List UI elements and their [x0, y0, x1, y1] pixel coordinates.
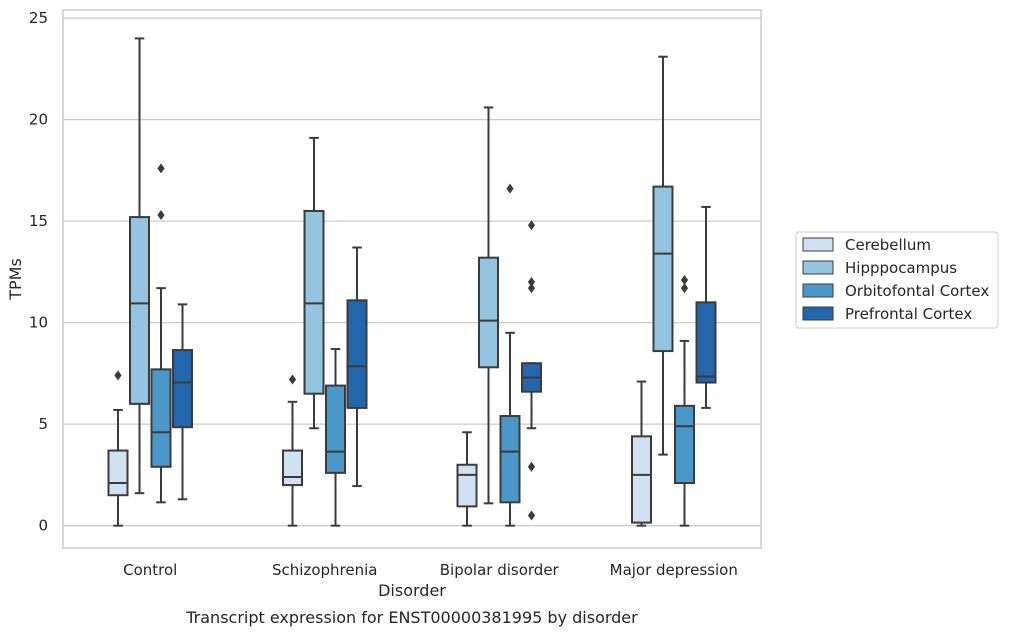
- box-iqr: [172, 349, 193, 429]
- box-1-0: [129, 37, 150, 495]
- box-0-2: [456, 431, 478, 527]
- box-0-3: [631, 380, 652, 527]
- outlier-point: [527, 220, 536, 231]
- y-tick-label-25: 25: [29, 9, 48, 27]
- outlier-point: [680, 275, 689, 286]
- box-2-0: [150, 163, 172, 504]
- y-axis-label: TPMs: [6, 258, 25, 301]
- outlier-point: [527, 277, 536, 288]
- legend-swatch-0: [802, 237, 834, 252]
- box-iqr: [346, 299, 368, 409]
- box-iqr: [631, 435, 652, 524]
- outlier-point: [680, 283, 689, 294]
- x-tick-label-major-depression: Major depression: [610, 561, 738, 579]
- legend-label-0: Cerebellum: [845, 236, 931, 254]
- series-hipppocampus: [129, 37, 674, 505]
- box-plot-series: [107, 37, 717, 527]
- y-tick-label-0: 0: [38, 517, 48, 535]
- x-tick-label-control: Control: [123, 561, 177, 579]
- legend: Cerebellum Hipppocampus Orbitofontal Corte…: [795, 231, 999, 329]
- box-3-1: [346, 246, 368, 488]
- box-iqr: [282, 449, 303, 487]
- box-3-0: [172, 303, 193, 501]
- box-iqr: [150, 368, 172, 468]
- box-iqr: [478, 256, 499, 369]
- box-2-2: [499, 183, 521, 527]
- series-orbitofontal-cortex: [150, 163, 695, 527]
- box-1-2: [478, 106, 499, 505]
- box-3-2: [521, 220, 542, 521]
- x-axis-label: Disorder: [378, 581, 446, 600]
- box-iqr: [325, 384, 346, 474]
- legend-label-3: Prefrontal Cortex: [845, 305, 972, 323]
- outlier-point: [114, 370, 122, 381]
- y-tick-label-15: 15: [29, 212, 48, 230]
- series-prefrontal-cortex: [172, 205, 717, 521]
- box-iqr: [674, 404, 695, 485]
- outlier-point: [157, 210, 165, 221]
- box-3-3: [695, 205, 717, 409]
- box-iqr: [303, 209, 325, 395]
- y-tick-label-5: 5: [38, 415, 48, 433]
- series-cerebellum: [107, 370, 652, 527]
- outlier-point: [527, 283, 536, 294]
- legend-label-2: Orbitofontal Cortex: [845, 282, 989, 300]
- legend-swatch-1: [802, 260, 834, 275]
- y-tick-label-20: 20: [29, 111, 48, 129]
- box-iqr: [107, 449, 129, 497]
- legend-swatch-2: [802, 283, 834, 298]
- box-iqr: [652, 185, 674, 353]
- outlier-point: [288, 374, 297, 385]
- box-iqr: [456, 463, 478, 508]
- figure-caption: Transcript expression for ENST0000038199…: [185, 608, 638, 627]
- x-tick-labels: Control Schizophrenia Bipolar disorder Majo…: [123, 561, 738, 579]
- box-1-3: [652, 55, 674, 456]
- box-0-1: [282, 374, 303, 527]
- box-2-3: [674, 275, 695, 527]
- x-tick-label-bipolar-disorder: Bipolar disorder: [440, 561, 560, 579]
- x-tick-label-schizophrenia: Schizophrenia: [272, 561, 377, 579]
- outlier-point: [527, 461, 536, 472]
- box-2-1: [325, 348, 346, 527]
- outlier-point: [157, 163, 165, 174]
- legend-frame: [795, 231, 999, 329]
- outlier-point: [527, 510, 536, 521]
- box-iqr: [499, 415, 521, 504]
- box-iqr: [695, 301, 717, 384]
- box-1-1: [303, 136, 325, 430]
- y-tick-labels: 0 5 10 15 20 25: [29, 9, 48, 535]
- box-0-0: [107, 370, 129, 527]
- outlier-point: [506, 183, 514, 194]
- legend-swatch-3: [802, 306, 834, 321]
- box-iqr: [129, 216, 150, 405]
- y-tick-label-10: 10: [29, 314, 48, 332]
- legend-label-1: Hipppocampus: [845, 259, 957, 277]
